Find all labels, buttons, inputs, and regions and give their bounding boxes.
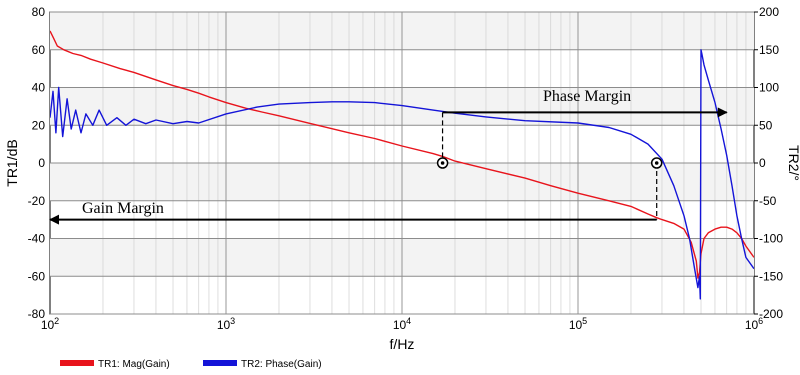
major-grid (50, 11, 754, 315)
y-right-tick-labels: -200 -150 -100 -50 0 50 100 150 200 (754, 5, 783, 321)
y-right-tick-label: -50 (759, 194, 777, 208)
y-right-tick-label: -150 (759, 269, 783, 283)
x-tick-label: 106 (745, 316, 763, 332)
y-left-tick-label: -80 (28, 307, 46, 321)
phase-margin-annotation: Phase Margin (543, 88, 631, 105)
y-left-tick-label: 40 (32, 81, 46, 95)
y-right-tick-label: 50 (759, 118, 773, 132)
x-tick-label: 104 (393, 316, 411, 332)
legend-swatch-phase-gain (203, 360, 237, 366)
crossover-marker (436, 157, 449, 169)
x-tick-label: 103 (217, 316, 235, 332)
y-left-tick-label: -60 (28, 269, 46, 283)
y-left-tick-label: 80 (32, 5, 46, 19)
y-left-tick-label: 0 (38, 156, 45, 170)
y-left-tick-labels: -80 -60 -40 -20 0 20 40 60 80 (28, 5, 46, 321)
y-left-axis-title: TR1/dB (4, 139, 20, 186)
legend-label-phase-gain: TR2: Phase(Gain) (241, 359, 322, 370)
y-right-tick-label: -200 (759, 307, 783, 321)
x-tick-labels: 102 103 104 105 106 (41, 316, 763, 332)
series-line-mag-gain (50, 30, 754, 279)
y-left-tick-label: 60 (32, 43, 46, 57)
legend-swatch-mag-gain (60, 360, 94, 366)
x-axis-title: f/Hz (390, 336, 415, 352)
y-left-tick-label: 20 (32, 118, 46, 132)
y-right-tick-label: 100 (759, 81, 779, 95)
legend-label-mag-gain: TR1: Mag(Gain) (98, 359, 170, 370)
y-left-tick-label: -20 (28, 194, 46, 208)
y-left-tick-label: -40 (28, 232, 46, 246)
series-line-phase-gain (50, 49, 754, 300)
x-tick-label: 102 (41, 316, 59, 332)
crossover-marker (650, 157, 663, 169)
y-right-tick-label: 0 (759, 156, 766, 170)
legend: TR1: Mag(Gain) TR2: Phase(Gain) (60, 359, 322, 370)
x-tick-label: 105 (569, 316, 587, 332)
gain-margin-annotation: Gain Margin (82, 200, 164, 217)
y-right-tick-label: 150 (759, 43, 779, 57)
y-right-tick-label: -100 (759, 232, 783, 246)
y-right-axis-title: TR2/° (786, 145, 800, 181)
y-right-tick-label: 200 (759, 5, 779, 19)
